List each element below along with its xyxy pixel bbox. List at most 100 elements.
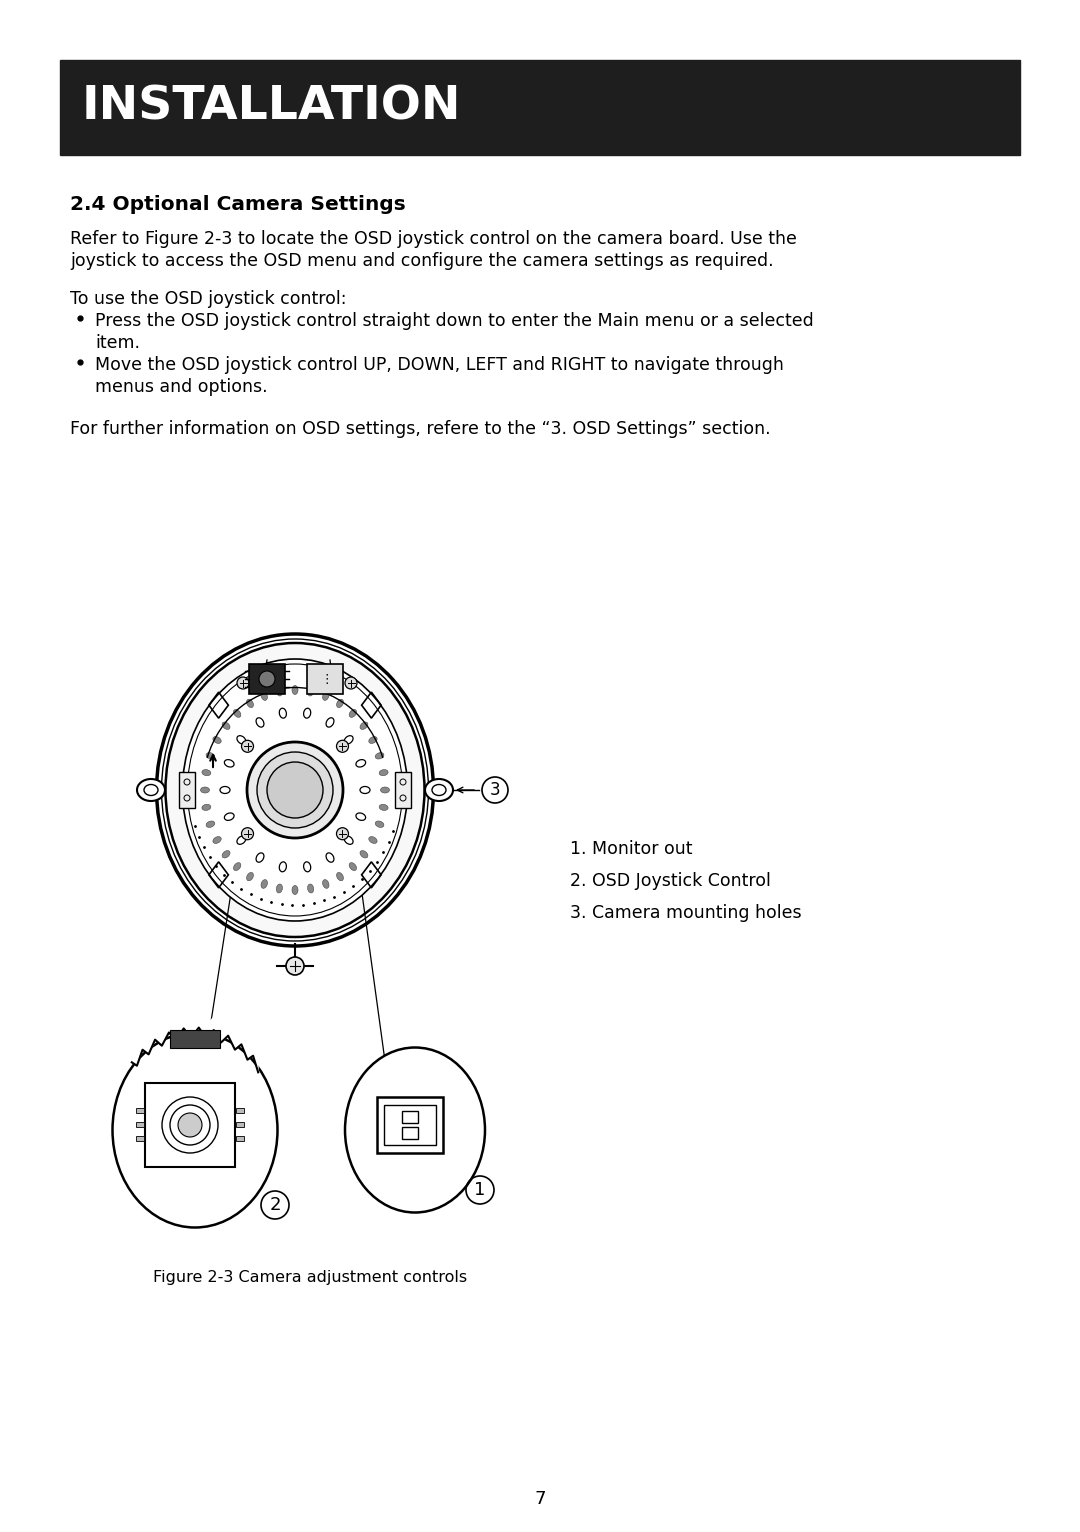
Ellipse shape (256, 719, 264, 728)
Ellipse shape (308, 884, 313, 893)
Text: joystick to access the OSD menu and configure the camera settings as required.: joystick to access the OSD menu and conf… (70, 251, 773, 270)
Text: For further information on OSD settings, refere to the “3. OSD Settings” section: For further information on OSD settings,… (70, 420, 771, 438)
Ellipse shape (379, 769, 388, 775)
Ellipse shape (323, 879, 329, 889)
Ellipse shape (375, 821, 383, 827)
Ellipse shape (349, 863, 356, 870)
Text: 1: 1 (474, 1181, 486, 1200)
Text: 3: 3 (489, 781, 500, 800)
Ellipse shape (326, 719, 334, 728)
Ellipse shape (213, 836, 221, 844)
Text: 2. OSD Joystick Control: 2. OSD Joystick Control (570, 872, 771, 890)
Circle shape (286, 958, 303, 974)
Bar (170, 1030, 220, 1048)
Ellipse shape (280, 863, 286, 872)
Ellipse shape (112, 1033, 278, 1227)
Text: Move the OSD joystick control UP, DOWN, LEFT and RIGHT to navigate through: Move the OSD joystick control UP, DOWN, … (95, 355, 784, 374)
Ellipse shape (233, 709, 241, 717)
Ellipse shape (213, 737, 221, 743)
Text: 1. Monitor out: 1. Monitor out (570, 840, 692, 858)
Circle shape (247, 741, 343, 838)
Ellipse shape (303, 863, 311, 872)
Bar (395, 772, 411, 807)
Circle shape (178, 1114, 202, 1137)
Ellipse shape (206, 821, 215, 827)
Ellipse shape (303, 708, 311, 719)
Circle shape (345, 677, 357, 689)
Ellipse shape (323, 691, 329, 700)
Ellipse shape (368, 836, 377, 844)
Bar (145, 1083, 235, 1167)
Ellipse shape (137, 778, 165, 801)
Ellipse shape (225, 760, 234, 768)
Ellipse shape (356, 813, 366, 820)
Text: 3. Camera mounting holes: 3. Camera mounting holes (570, 904, 801, 922)
Ellipse shape (356, 760, 366, 768)
Bar (402, 1128, 418, 1138)
Ellipse shape (246, 699, 254, 708)
Ellipse shape (165, 643, 424, 938)
Ellipse shape (345, 1048, 485, 1212)
Bar (249, 663, 285, 694)
Ellipse shape (379, 804, 388, 810)
Text: 2: 2 (269, 1196, 281, 1213)
Circle shape (337, 827, 349, 840)
Bar (402, 1111, 418, 1123)
Ellipse shape (233, 863, 241, 870)
Circle shape (242, 827, 254, 840)
Bar (179, 772, 195, 807)
Ellipse shape (380, 787, 390, 794)
Ellipse shape (375, 752, 383, 758)
Bar (237, 1121, 244, 1128)
Ellipse shape (345, 735, 353, 745)
Ellipse shape (201, 787, 210, 794)
Circle shape (237, 677, 249, 689)
Ellipse shape (426, 778, 453, 801)
Ellipse shape (308, 686, 313, 696)
Ellipse shape (225, 813, 234, 820)
Ellipse shape (292, 685, 298, 694)
Text: Press the OSD joystick control straight down to enter the Main menu or a selecte: Press the OSD joystick control straight … (95, 313, 813, 329)
Bar (237, 1137, 244, 1141)
Ellipse shape (237, 836, 246, 844)
Bar (136, 1108, 144, 1114)
Ellipse shape (326, 853, 334, 863)
Bar (136, 1137, 144, 1141)
Text: item.: item. (95, 334, 140, 352)
Ellipse shape (222, 850, 230, 858)
Text: To use the OSD joystick control:: To use the OSD joystick control: (70, 290, 347, 308)
Circle shape (267, 761, 323, 818)
Ellipse shape (220, 786, 230, 794)
Ellipse shape (261, 879, 268, 889)
Bar (307, 663, 343, 694)
Bar (237, 1108, 244, 1114)
Ellipse shape (237, 735, 246, 745)
Text: menus and options.: menus and options. (95, 378, 268, 395)
Text: Refer to Figure 2-3 to locate the OSD joystick control on the camera board. Use : Refer to Figure 2-3 to locate the OSD jo… (70, 230, 797, 248)
Ellipse shape (202, 804, 211, 810)
Ellipse shape (222, 722, 230, 729)
Ellipse shape (360, 722, 368, 729)
Ellipse shape (337, 699, 343, 708)
Text: 2.4 Optional Camera Settings: 2.4 Optional Camera Settings (70, 195, 406, 214)
Text: ⋮: ⋮ (321, 673, 334, 685)
Ellipse shape (246, 872, 254, 881)
Ellipse shape (206, 752, 215, 758)
Bar (377, 1097, 443, 1154)
Ellipse shape (280, 708, 286, 719)
Circle shape (242, 740, 254, 752)
Ellipse shape (337, 872, 343, 881)
Ellipse shape (276, 686, 283, 696)
Ellipse shape (261, 691, 268, 700)
Circle shape (259, 671, 275, 686)
Ellipse shape (360, 850, 368, 858)
Circle shape (257, 752, 333, 827)
Ellipse shape (202, 769, 211, 775)
Ellipse shape (349, 709, 356, 717)
Ellipse shape (345, 836, 353, 844)
Bar (384, 1105, 436, 1144)
Text: Figure 2-3 Camera adjustment controls: Figure 2-3 Camera adjustment controls (153, 1270, 467, 1285)
Ellipse shape (368, 737, 377, 743)
Bar (136, 1121, 144, 1128)
Text: 7: 7 (535, 1491, 545, 1507)
